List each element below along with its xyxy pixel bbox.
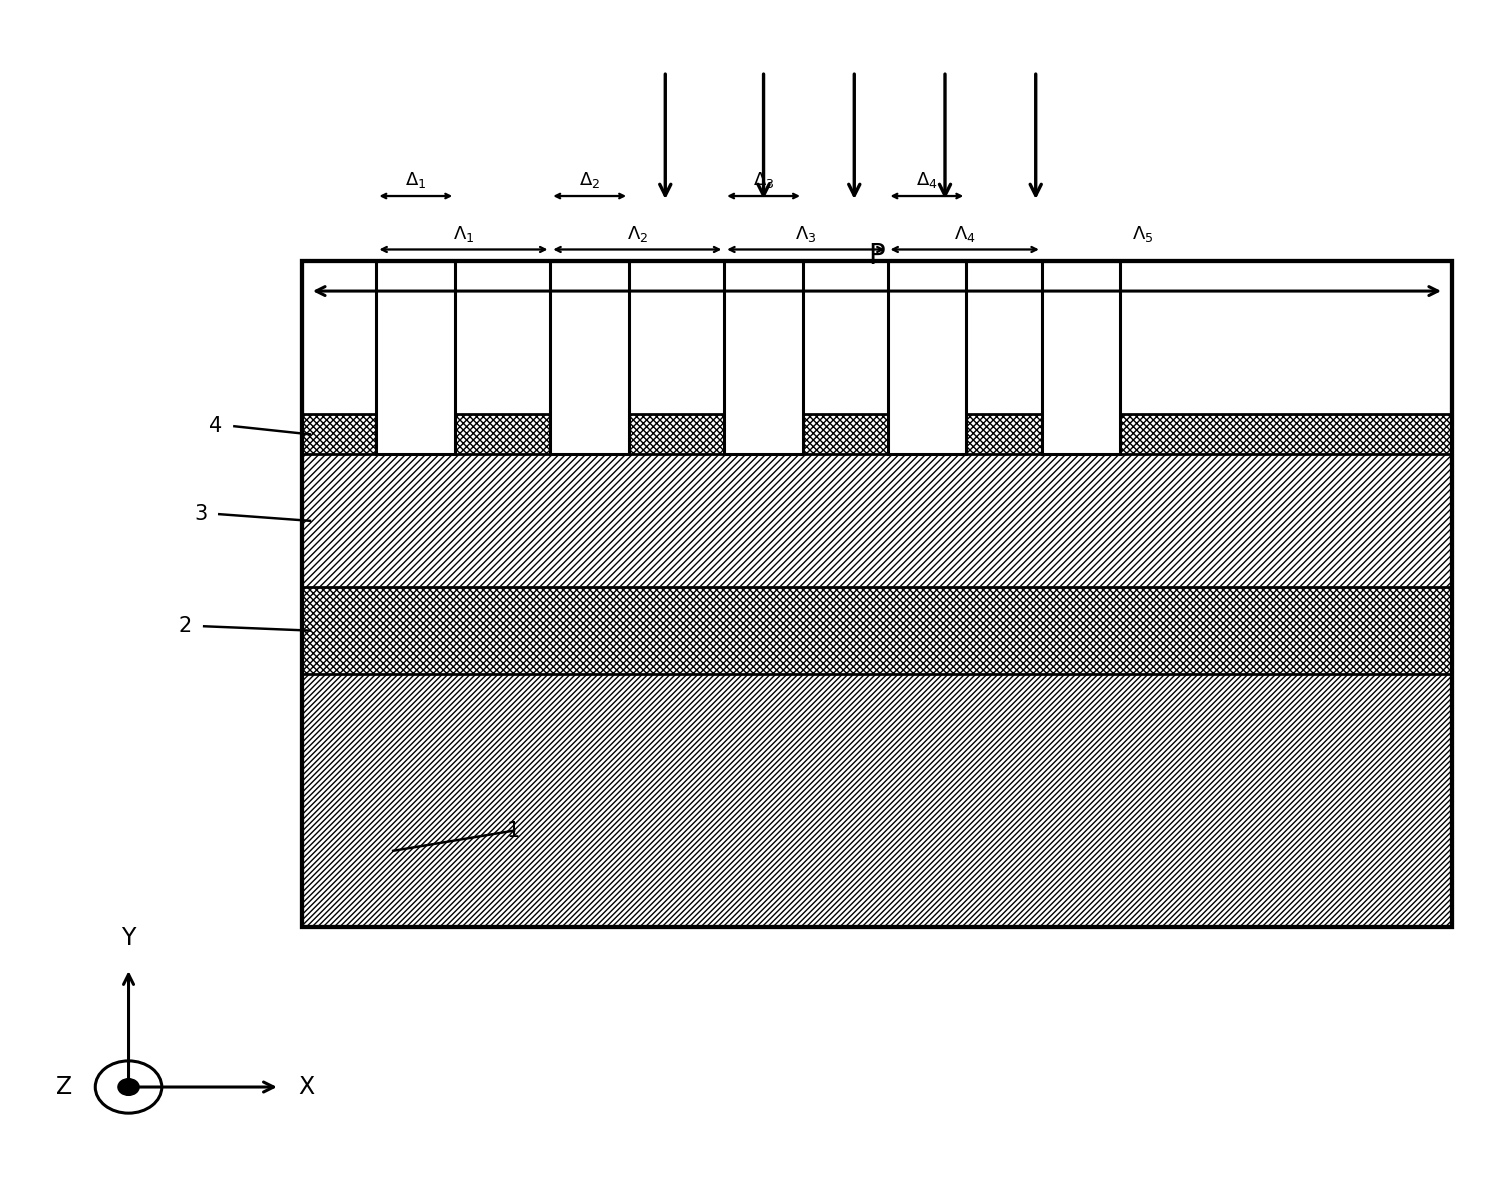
Bar	[302, 674, 1452, 927]
Circle shape	[118, 1079, 139, 1095]
Text: Z: Z	[56, 1075, 73, 1099]
Text: $\Lambda_{1}$: $\Lambda_{1}$	[452, 223, 475, 244]
Text: $\Delta_{4}$: $\Delta_{4}$	[916, 170, 937, 190]
Bar	[550, 261, 629, 454]
Text: $\Lambda_5$: $\Lambda_5$	[1132, 223, 1154, 244]
Bar	[302, 587, 1452, 674]
Text: Y: Y	[121, 927, 136, 950]
Bar	[376, 261, 455, 454]
Bar	[302, 415, 1452, 454]
Bar	[302, 454, 1452, 587]
Text: $\Lambda_{3}$: $\Lambda_{3}$	[795, 223, 816, 244]
Text: 4: 4	[209, 416, 222, 436]
Bar	[724, 261, 803, 454]
Text: 2: 2	[178, 617, 192, 637]
Text: $\Delta_{2}$: $\Delta_{2}$	[579, 170, 600, 190]
Bar	[302, 674, 1452, 927]
Bar	[1042, 261, 1120, 454]
Text: 3: 3	[194, 504, 207, 524]
Text: X: X	[298, 1075, 314, 1099]
Text: P: P	[868, 241, 886, 270]
Bar	[302, 454, 1452, 587]
Text: $\Delta_{1}$: $\Delta_{1}$	[405, 170, 426, 190]
Bar	[302, 261, 1452, 927]
Bar	[888, 261, 966, 454]
Bar	[302, 415, 1452, 454]
Text: $\Lambda_{4}$: $\Lambda_{4}$	[954, 223, 975, 244]
Text: $\Lambda_{2}$: $\Lambda_{2}$	[626, 223, 649, 244]
Text: $\Delta_{3}$: $\Delta_{3}$	[753, 170, 774, 190]
Bar	[302, 587, 1452, 674]
Text: 1: 1	[507, 821, 520, 841]
